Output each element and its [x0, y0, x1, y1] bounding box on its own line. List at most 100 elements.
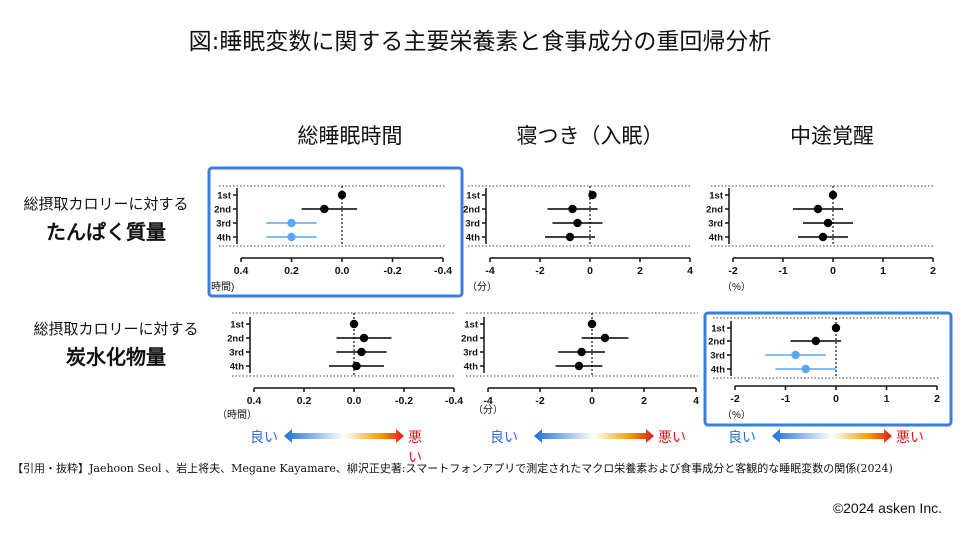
column-header-waso: 中途覚醒 — [790, 124, 874, 148]
legend-3: 良い 悪い — [728, 427, 928, 447]
copyright: ©2024 asken Inc. — [832, 500, 942, 516]
panel-carb-sleep-onset-quartile-label: 1st — [464, 320, 479, 331]
panel-protein-waso-quartile-label: 1st — [709, 191, 724, 202]
legend-good-label: 良い — [250, 430, 278, 446]
panel-carb-waso-x-tick-label: 0 — [833, 393, 839, 405]
panel-carb-waso-estimate-point — [791, 350, 800, 360]
panel-protein-sleep-onset-x-tick-label: 4 — [687, 265, 693, 277]
figure-title: 図:睡眠変数に関する主要栄養素と食事成分の重回帰分析 — [188, 29, 772, 55]
panel-carb-total-sleep-estimate-point — [349, 319, 359, 329]
legend-good-label: 良い — [728, 430, 756, 446]
panel-carb-waso-unit-label: （%） — [722, 409, 751, 421]
panel-carb-waso-quartile-label: 4th — [711, 365, 725, 376]
panel-protein-sleep-onset-quartile-label: 4th — [466, 233, 480, 244]
panel-protein-total-sleep-estimate-point — [287, 218, 296, 228]
panel-protein-waso-estimate-point — [828, 190, 838, 200]
panel-carb-total-sleep-quartile-label: 3rd — [229, 348, 244, 359]
panel-carb-waso-estimate-point — [801, 364, 810, 374]
panel-carb-waso-quartile-label: 3rd — [710, 351, 725, 362]
panel-protein-total-sleep-quartile-label: 3rd — [216, 219, 231, 230]
panel-protein-total-sleep-x-tick-label: 0.4 — [234, 265, 249, 277]
row-label-protein-small: 総摂取カロリーに対する — [23, 195, 189, 213]
legend-good-label: 良い — [490, 430, 518, 446]
panel-carb-waso-estimate-point — [811, 336, 820, 346]
panel-protein-waso-estimate-point — [823, 218, 833, 228]
row-label-carb: 総摂取カロリーに対する 炭水化物量 — [16, 318, 216, 370]
panel-protein-sleep-onset-quartile-label: 1st — [466, 191, 481, 202]
panel-carb-sleep-onset-x-tick-label: -4 — [483, 395, 492, 407]
panel-carb-waso-quartile-label: 2nd — [708, 337, 725, 348]
panel-carb-waso-x-tick-label: -2 — [730, 393, 739, 405]
panel-carb-total-sleep-quartile-label: 2nd — [227, 334, 244, 345]
legend-bad-label: 悪い — [896, 430, 924, 446]
panel-protein-waso-x-tick-label: 2 — [930, 265, 936, 277]
panel-carb-total-sleep-x-tick-label: 0.4 — [247, 395, 262, 407]
forest-plots: 1st 2nd 3rd 4th 0.4 0.2 0.0 -0.2 -0.4 時間) 1st 2nd 3r… — [207, 166, 953, 427]
panel-carb-waso-x-tick-label: 2 — [934, 393, 940, 405]
panel-protein-waso-x-tick-label: -1 — [778, 265, 787, 277]
panel-protein-total-sleep-x-tick-label: 0.0 — [335, 265, 350, 277]
panel-carb-total-sleep-x-tick-label: 0.0 — [347, 395, 362, 407]
panel-carb-total-sleep-unit-label: （時間） — [217, 409, 257, 421]
panel-protein-total-sleep-x-tick-label: 0.2 — [284, 265, 299, 277]
panel-carb-total-sleep-x-tick-label: -0.2 — [395, 395, 413, 407]
legend-bad-label: 悪い — [408, 430, 422, 466]
panel-protein-sleep-onset-x-tick-label: -4 — [485, 265, 494, 277]
panel-protein-waso-unit-label: （%） — [722, 281, 751, 293]
panel-protein-total-sleep-quartile-label: 4th — [217, 233, 231, 244]
legend-2: 良い 悪い — [490, 427, 690, 447]
legend-bad-label: 悪い — [658, 430, 686, 446]
panel-carb-sleep-onset-quartile-label: 4th — [464, 362, 478, 373]
panel-carb-total-sleep-estimate-point — [359, 333, 369, 343]
panel-protein-waso-quartile-label: 4th — [709, 233, 723, 244]
panel-carb-sleep-onset-estimate-point — [574, 361, 584, 371]
panel-protein-sleep-onset-quartile-label: 3rd — [465, 219, 480, 230]
row-label-carb-big: 炭水化物量 — [66, 345, 166, 369]
panel-carb-sleep-onset-estimate-point — [577, 347, 586, 357]
panel-carb-waso-x-tick-label: 1 — [884, 393, 890, 405]
column-header-total-sleep: 総睡眠時間 — [297, 124, 403, 148]
panel-carb-total-sleep-quartile-label: 1st — [230, 320, 245, 331]
panel-protein-sleep-onset-x-tick-label: 0 — [587, 265, 593, 277]
panel-protein-sleep-onset-estimate-point — [573, 218, 582, 228]
row-label-carb-small: 総摂取カロリーに対する — [33, 320, 199, 338]
panel-protein-waso-quartile-label: 2nd — [706, 205, 723, 216]
panel-protein-total-sleep-highlight-frame — [207, 166, 464, 298]
gradient-arrow-icon — [772, 429, 892, 443]
panel-protein-total-sleep-x-tick-label: -0.2 — [383, 265, 401, 277]
panel-protein-waso-x-tick-label: -2 — [728, 265, 737, 277]
legend-1: 良い 悪い — [250, 427, 435, 466]
panel-protein-sleep-onset-x-tick-label: 2 — [637, 265, 643, 277]
panel-protein-total-sleep-estimate-point — [337, 190, 347, 200]
panel-protein-waso-estimate-point — [818, 232, 828, 242]
panel-protein-total-sleep-estimate-point — [287, 232, 296, 242]
row-label-protein-big: たんぱく質量 — [46, 220, 166, 244]
row-label-protein: 総摂取カロリーに対する たんぱく質量 — [6, 193, 206, 245]
panel-carb-sleep-onset-x-tick-label: 0 — [589, 395, 595, 407]
panel-carb-total-sleep-estimate-point — [357, 347, 366, 357]
panel-protein-total-sleep-x-tick-label: -0.4 — [434, 265, 452, 277]
panel-carb-sleep-onset-quartile-label: 2nd — [461, 334, 478, 345]
panel-carb-sleep-onset-x-tick-label: 2 — [641, 395, 647, 407]
panel-protein-sleep-onset-estimate-point — [568, 204, 577, 214]
panel-protein-sleep-onset-x-tick-label: -2 — [535, 265, 544, 277]
gradient-arrow-icon — [534, 429, 654, 443]
panel-carb-sleep-onset-estimate-point — [587, 319, 597, 329]
panel-protein-waso-x-tick-label: 1 — [880, 265, 886, 277]
panel-carb-sleep-onset-unit-label: （分） — [473, 404, 503, 416]
panel-protein-sleep-onset-quartile-label: 2nd — [463, 205, 480, 216]
panel-carb-sleep-onset-x-tick-label: 4 — [693, 395, 699, 407]
panel-carb-total-sleep-x-tick-label: 0.2 — [297, 395, 312, 407]
panel-carb-total-sleep-estimate-point — [352, 361, 361, 371]
panel-carb-sleep-onset-quartile-label: 3rd — [463, 348, 478, 359]
citation: 【引用・抜粋】Jaehoon Seol 、岩上将夫、Megane Kayamar… — [12, 462, 893, 475]
panel-protein-waso-estimate-point — [813, 204, 823, 214]
panel-carb-sleep-onset-estimate-point — [600, 333, 610, 343]
panel-carb-waso-quartile-label: 1st — [711, 324, 726, 335]
panel-protein-total-sleep-quartile-label: 1st — [217, 191, 232, 202]
panel-protein-total-sleep-quartile-label: 2nd — [214, 205, 231, 216]
panel-protein-total-sleep-estimate-point — [320, 204, 329, 214]
panel-protein-waso-x-tick-label: 0 — [830, 265, 836, 277]
column-header-sleep-onset: 寝つき（入眠） — [516, 124, 664, 148]
panel-carb-total-sleep-quartile-label: 4th — [230, 362, 244, 373]
